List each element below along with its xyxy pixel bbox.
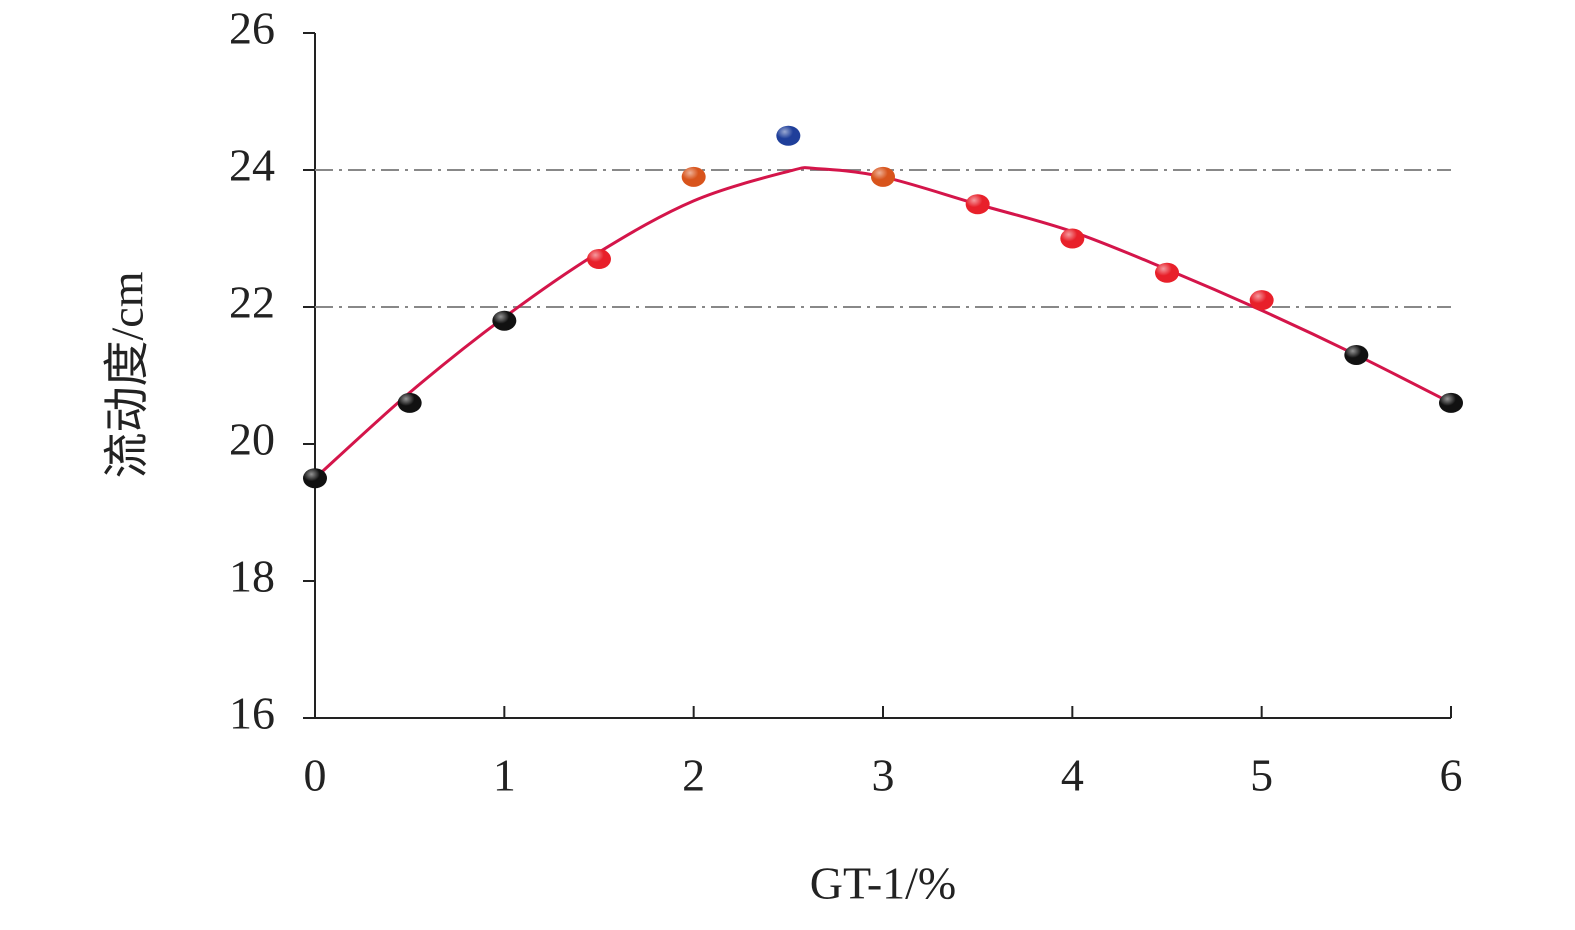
point-highlight <box>871 166 895 187</box>
x-tick-label: 1 <box>493 750 516 801</box>
point-highlight <box>681 166 706 187</box>
y-tick-label: 24 <box>229 140 275 191</box>
y-axis-label: 流动度/cm <box>102 271 153 478</box>
y-tick-label: 22 <box>229 277 275 328</box>
x-tick-label: 6 <box>1440 750 1463 801</box>
x-tick-label: 5 <box>1250 750 1273 801</box>
point-highlight <box>303 468 327 489</box>
point-highlight <box>1249 290 1274 311</box>
point-highlight <box>1344 344 1369 365</box>
point-highlight <box>776 125 801 146</box>
x-axis-label: GT-1/% <box>810 858 957 909</box>
y-tick-label: 18 <box>229 551 275 602</box>
point-highlight <box>1439 392 1463 413</box>
x-tick-label: 0 <box>304 750 327 801</box>
point-highlight <box>1155 262 1179 283</box>
y-tick-label: 26 <box>229 3 275 54</box>
x-tick-label: 2 <box>682 750 705 801</box>
point-highlight <box>587 249 611 270</box>
point-highlight <box>1060 228 1085 249</box>
y-tick-label: 20 <box>229 414 275 465</box>
point-highlight <box>397 392 422 413</box>
y-tick-label: 16 <box>229 688 275 739</box>
x-tick-label: 3 <box>872 750 895 801</box>
point-highlight <box>492 310 517 331</box>
point-highlight <box>965 194 990 215</box>
fit-curve <box>313 166 1452 480</box>
x-tick-label: 4 <box>1061 750 1084 801</box>
